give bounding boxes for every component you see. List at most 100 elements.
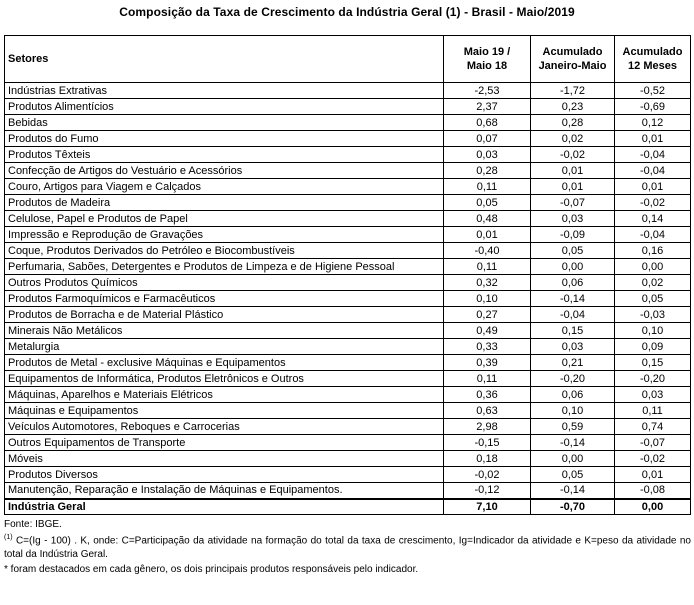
table-body: Indústrias Extrativas -2,53 -1,72 -0,52 Prod…: [4, 82, 691, 515]
table-row: Produtos Farmoquímicos e Farmacêuticos 0,…: [4, 290, 691, 307]
value-cell: 0,63: [443, 402, 531, 419]
table-row: Produtos Têxteis 0,03 -0,02 -0,04: [4, 146, 691, 163]
sector-cell: Couro, Artigos para Viagem e Calçados: [4, 178, 444, 195]
value-cell: -0,40: [443, 242, 531, 259]
value-cell: -0,20: [614, 370, 691, 387]
source-note: Fonte: IBGE.: [4, 519, 62, 530]
table-row: Máquinas, Aparelhos e Materiais Elétrico…: [4, 386, 691, 403]
table-row: Outros Produtos Químicos 0,32 0,06 0,02: [4, 274, 691, 291]
footnote-asterisk: * foram destacados em cada gênero, os do…: [4, 564, 419, 576]
header-acumulado-12-meses: Acumulado 12 Meses: [614, 35, 691, 83]
value-cell: 0,06: [530, 386, 615, 403]
sector-cell: Outros Produtos Químicos: [4, 274, 444, 291]
sector-cell: Coque, Produtos Derivados do Petróleo e …: [4, 242, 444, 259]
page-title: Composição da Taxa de Crescimento da Ind…: [119, 5, 575, 19]
table-row: Indústrias Extrativas -2,53 -1,72 -0,52: [4, 82, 691, 99]
table-row: Produtos de Madeira 0,05 -0,07 -0,02: [4, 194, 691, 211]
sector-cell: Celulose, Papel e Produtos de Papel: [4, 210, 444, 227]
value-cell: 0,28: [443, 162, 531, 179]
value-cell: 0,07: [443, 130, 531, 147]
value-cell: -0,12: [443, 482, 531, 499]
value-cell: -0,03: [614, 306, 691, 323]
value-cell: 0,10: [530, 402, 615, 419]
footnote-1-text: C=(Ig - 100) . K, onde: C=Participação d…: [4, 535, 691, 560]
sector-cell: Manutenção, Reparação e Instalação de Má…: [4, 482, 444, 499]
value-cell: -0,09: [530, 226, 615, 243]
value-cell: 2,37: [443, 98, 531, 115]
value-cell: 0,11: [614, 402, 691, 419]
sector-cell: Metalurgia: [4, 338, 444, 355]
header-maio19-maio18: Maio 19 / Maio 18: [443, 35, 531, 83]
value-cell: 0,39: [443, 354, 531, 371]
value-cell: 0,01: [530, 162, 615, 179]
table-row: Couro, Artigos para Viagem e Calçados 0,1…: [4, 178, 691, 195]
value-cell: 0,03: [530, 210, 615, 227]
value-cell: 0,33: [443, 338, 531, 355]
value-cell: 0,01: [614, 130, 691, 147]
value-cell: -0,07: [530, 194, 615, 211]
value-cell: -0,02: [443, 466, 531, 483]
value-cell: -0,04: [530, 306, 615, 323]
value-cell: 0,10: [443, 290, 531, 307]
table-row: Metalurgia 0,33 0,03 0,09: [4, 338, 691, 355]
sector-cell: Impressão e Reprodução de Gravações: [4, 226, 444, 243]
table-row: Produtos do Fumo 0,07 0,02 0,01: [4, 130, 691, 147]
value-cell: -1,72: [530, 82, 615, 99]
table-row: Produtos de Borracha e de Material Plást…: [4, 306, 691, 323]
sector-cell: Máquinas, Aparelhos e Materiais Elétrico…: [4, 386, 444, 403]
value-cell: -0,14: [530, 482, 615, 499]
sector-cell: Perfumaria, Sabões, Detergentes e Produt…: [4, 258, 444, 275]
value-cell: 0,05: [530, 466, 615, 483]
footnote-1: (1) C=(Ig - 100) . K, onde: C=Participaç…: [4, 533, 691, 561]
value-cell: 0,00: [530, 258, 615, 275]
sector-cell: Produtos de Borracha e de Material Plást…: [4, 306, 444, 323]
sector-cell: Produtos de Metal - exclusive Máquinas e…: [4, 354, 444, 371]
table-row: Máquinas e Equipamentos 0,63 0,10 0,11: [4, 402, 691, 419]
value-cell: -0,04: [614, 162, 691, 179]
value-cell: -0,14: [530, 290, 615, 307]
value-cell: 0,18: [443, 450, 531, 467]
value-cell: 0,05: [530, 242, 615, 259]
value-cell: 0,01: [614, 178, 691, 195]
table-row: Perfumaria, Sabões, Detergentes e Produt…: [4, 258, 691, 275]
value-cell: 0,00: [530, 450, 615, 467]
value-cell: 0,05: [443, 194, 531, 211]
sector-cell: Bebidas: [4, 114, 444, 131]
table-row: Impressão e Reprodução de Gravações 0,01-…: [4, 226, 691, 243]
footnote-1-superscript: (1): [4, 534, 13, 541]
sector-cell: Produtos Diversos: [4, 466, 444, 483]
table-row: Equipamentos de Informática, Produtos El…: [4, 370, 691, 387]
sector-cell: Veículos Automotores, Reboques e Carroce…: [4, 418, 444, 435]
value-cell: 0,10: [614, 322, 691, 339]
value-cell: -0,52: [614, 82, 691, 99]
sector-cell: Móveis: [4, 450, 444, 467]
table-row: Produtos Diversos -0,02 0,05 0,01: [4, 466, 691, 483]
table-row: Móveis 0,18 0,00 -0,02: [4, 450, 691, 467]
value-cell: 0,01: [443, 226, 531, 243]
sector-cell: Indústrias Extrativas: [4, 82, 444, 99]
value-cell: -0,04: [614, 226, 691, 243]
total-row: Indústria Geral 7,10 -0,70 0,00: [4, 497, 691, 515]
value-cell: 0,59: [530, 418, 615, 435]
value-cell: 0,05: [614, 290, 691, 307]
table-row: Outros Equipamentos de Transporte -0,15 -0…: [4, 434, 691, 451]
total-value-cell: 0,00: [614, 497, 691, 515]
sector-cell: Produtos Alimentícios: [4, 98, 444, 115]
value-cell: -0,08: [614, 482, 691, 499]
sector-cell: Minerais Não Metálicos: [4, 322, 444, 339]
value-cell: 0,36: [443, 386, 531, 403]
sector-cell: Confecção de Artigos do Vestuário e Aces…: [4, 162, 444, 179]
value-cell: 0,01: [614, 466, 691, 483]
value-cell: -0,02: [614, 194, 691, 211]
table-row: Confecção de Artigos do Vestuário e Aces…: [4, 162, 691, 179]
sector-cell: Produtos do Fumo: [4, 130, 444, 147]
value-cell: -0,15: [443, 434, 531, 451]
header-setores: Setores: [4, 35, 444, 83]
value-cell: 0,11: [443, 258, 531, 275]
value-cell: 0,23: [530, 98, 615, 115]
value-cell: 0,49: [443, 322, 531, 339]
value-cell: 0,16: [614, 242, 691, 259]
value-cell: 0,06: [530, 274, 615, 291]
total-value-cell: 7,10: [443, 497, 531, 515]
value-cell: -0,02: [614, 450, 691, 467]
